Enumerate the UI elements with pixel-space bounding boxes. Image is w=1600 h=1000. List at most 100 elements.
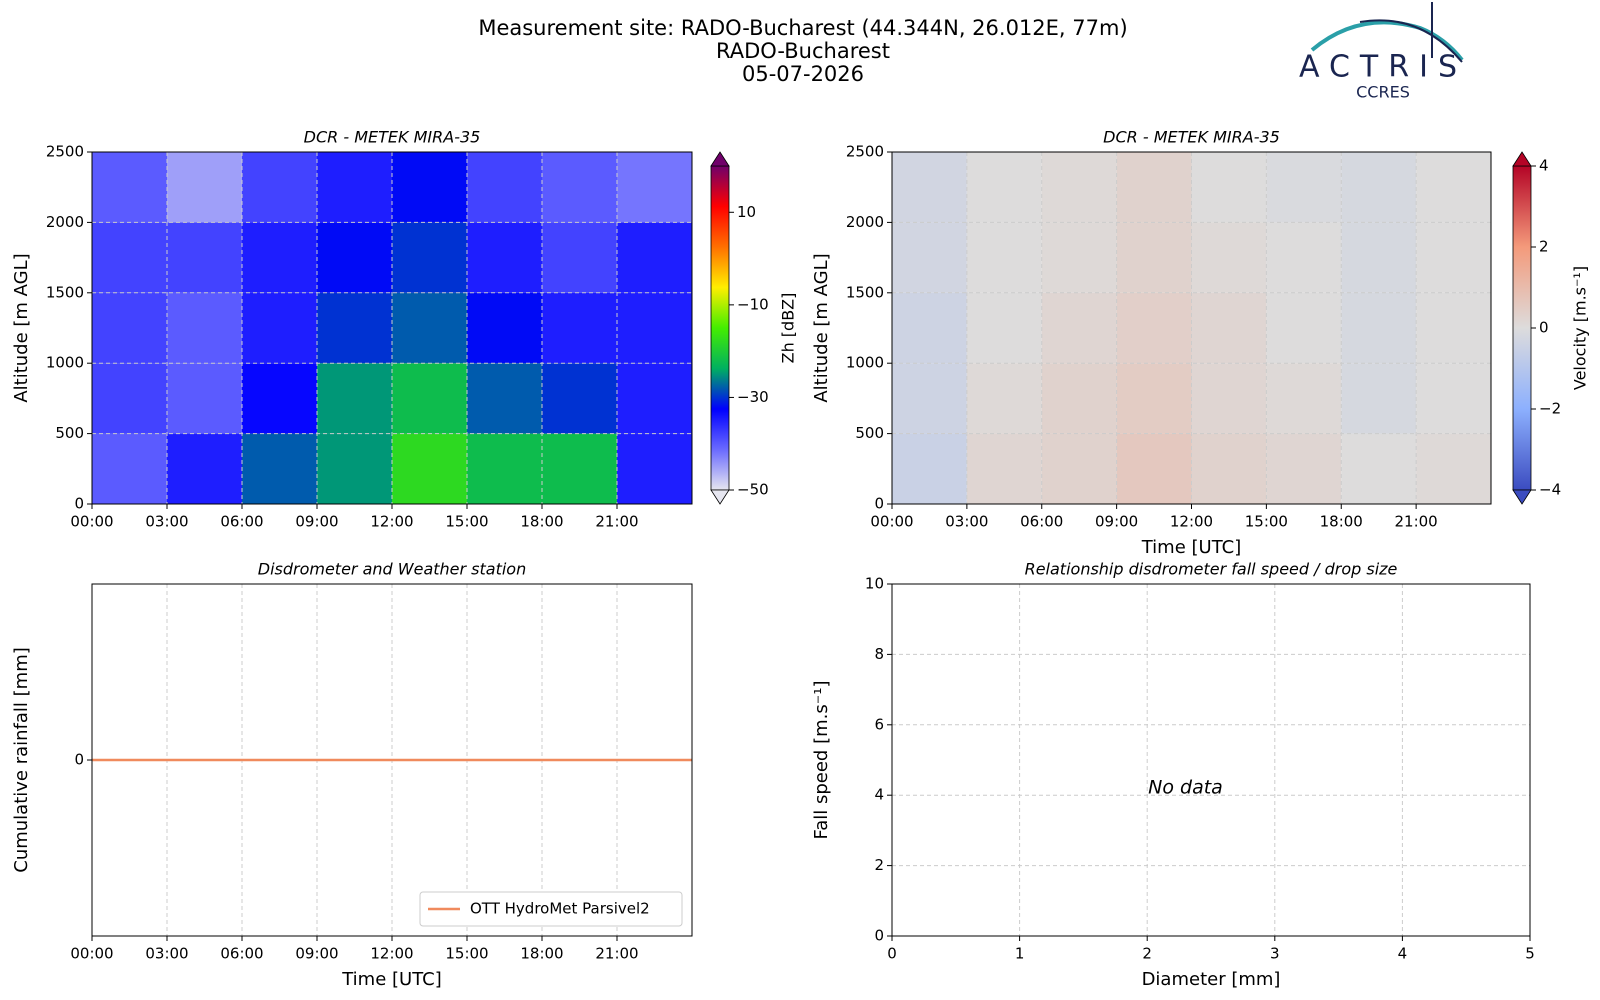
heatmap-cell [1116,292,1192,364]
heatmap-cell [1191,222,1267,293]
y-tick-label: 1500 [46,283,84,301]
heatmap-cell [1341,433,1417,504]
x-tick-label: 03:00 [145,945,188,963]
heatmap-cell [467,292,542,364]
heatmap-cell [542,152,617,223]
heatmap-cell [242,363,317,434]
x-tick-label: 18:00 [520,513,563,531]
header-title: RADO-Bucharest [716,39,890,63]
heatmap-cell [317,152,392,223]
heatmap-cell [1041,363,1117,434]
colorbar-tick-label: −30 [737,388,769,406]
y-tick-label: 2000 [846,213,884,231]
y-axis-label: Altitude [m AGL] [811,253,832,402]
heatmap-cell [317,292,392,364]
heatmap-cell [467,152,542,223]
heatmap-cell [617,292,692,364]
colorbar-tick-label: −2 [1539,400,1561,418]
y-tick-label: 8 [874,645,884,663]
y-tick-label: 0 [874,495,884,513]
colorbar-tick-label: 10 [737,203,756,221]
header-title: 05-07-2026 [742,62,864,86]
heatmap-cell [892,292,967,364]
annotation: No data [1148,777,1223,799]
y-tick-label: 4 [874,786,884,804]
y-tick-label: 1500 [846,283,884,301]
y-tick-label: 2000 [46,213,84,231]
x-tick-label: 18:00 [520,945,563,963]
heatmap-cell [92,433,167,504]
chart-panel: 00:00 03:00 06:00 09:00 12:00 15:00 18:00 21:00… [811,128,1590,559]
heatmap-cell [317,222,392,293]
heatmap-cell [167,152,242,223]
x-tick-label: 09:00 [295,513,338,531]
x-tick-label: 09:00 [295,945,338,963]
heatmap-cell [242,222,317,293]
heatmap-cell [1266,152,1342,223]
legend-label: OTT HydroMet Parsivel2 [470,900,650,918]
heatmap-cell [966,222,1042,293]
heatmap-cell [1341,152,1417,223]
heatmap-cell [1266,222,1342,293]
heatmap-cell [392,363,467,434]
x-tick-label: 03:00 [145,513,188,531]
x-tick-label: 1 [1015,945,1025,963]
x-tick-label: 15:00 [445,945,488,963]
heatmap-cell [392,222,467,293]
heatmap-cell [1416,363,1491,434]
heatmap-cell [392,433,467,504]
heatmap-cell [1041,292,1117,364]
chart-title: DCR - METEK MIRA-35 [304,128,481,147]
heatmap-cell [242,433,317,504]
colorbar-extend [1512,489,1532,505]
colorbar-extend [710,151,730,167]
y-tick-label: 500 [55,424,84,442]
heatmap-cell [1191,152,1267,223]
x-tick-label: 18:00 [1320,513,1363,531]
colorbar-extend [1512,151,1532,167]
heatmap-cell [92,152,167,223]
heatmap-cell [317,433,392,504]
logo-arc [1359,19,1463,63]
legend-box [419,891,683,927]
chart-panel: 00:00 03:00 06:00 09:00 12:00 15:00 18:00 21:00… [11,560,693,990]
colorbar-tick-label: −4 [1539,481,1561,499]
heatmap-cell [1116,433,1192,504]
heatmap-cell [467,222,542,293]
x-axis-label: Time [UTC] [1141,537,1242,558]
heatmap-cell [892,433,967,504]
y-tick-label: 0 [874,927,884,945]
heatmap-cell [617,433,692,504]
heatmap-cell [167,292,242,364]
y-tick-label: 0 [74,495,84,513]
heatmap-cell [467,363,542,434]
x-tick-label: 21:00 [595,513,638,531]
heatmap-cell [542,292,617,364]
colorbar-tick-label: −10 [737,295,769,313]
heatmap-cell [1191,292,1267,364]
heatmap-cell [542,222,617,293]
x-tick-label: 00:00 [70,513,113,531]
heatmap-cell [617,363,692,434]
y-tick-label: 2 [874,856,884,874]
x-tick-label: 21:00 [1395,513,1438,531]
x-tick-label: 15:00 [445,513,488,531]
heatmap-cell [1341,292,1417,364]
plot-frame [891,151,1492,505]
heatmap-cell [892,363,967,434]
heatmap-cell [92,222,167,293]
heatmap-cell [167,222,242,293]
y-tick-label: 0 [74,751,84,769]
heatmap-cell [1041,433,1117,504]
x-tick-label: 12:00 [370,945,413,963]
heatmap-cell [1266,292,1342,364]
x-tick-label: 06:00 [1020,513,1063,531]
y-tick-label: 1000 [46,354,84,372]
y-axis-label: Altitude [m AGL] [11,253,32,402]
chart-panel: 00:00 03:00 06:00 09:00 12:00 15:00 18:00 21:00… [11,128,798,531]
y-tick-label: 2500 [46,143,84,161]
heatmap-cell [1116,152,1192,223]
heatmap-cell [617,152,692,223]
x-tick-label: 09:00 [1095,513,1138,531]
plot-frame [891,583,1531,937]
